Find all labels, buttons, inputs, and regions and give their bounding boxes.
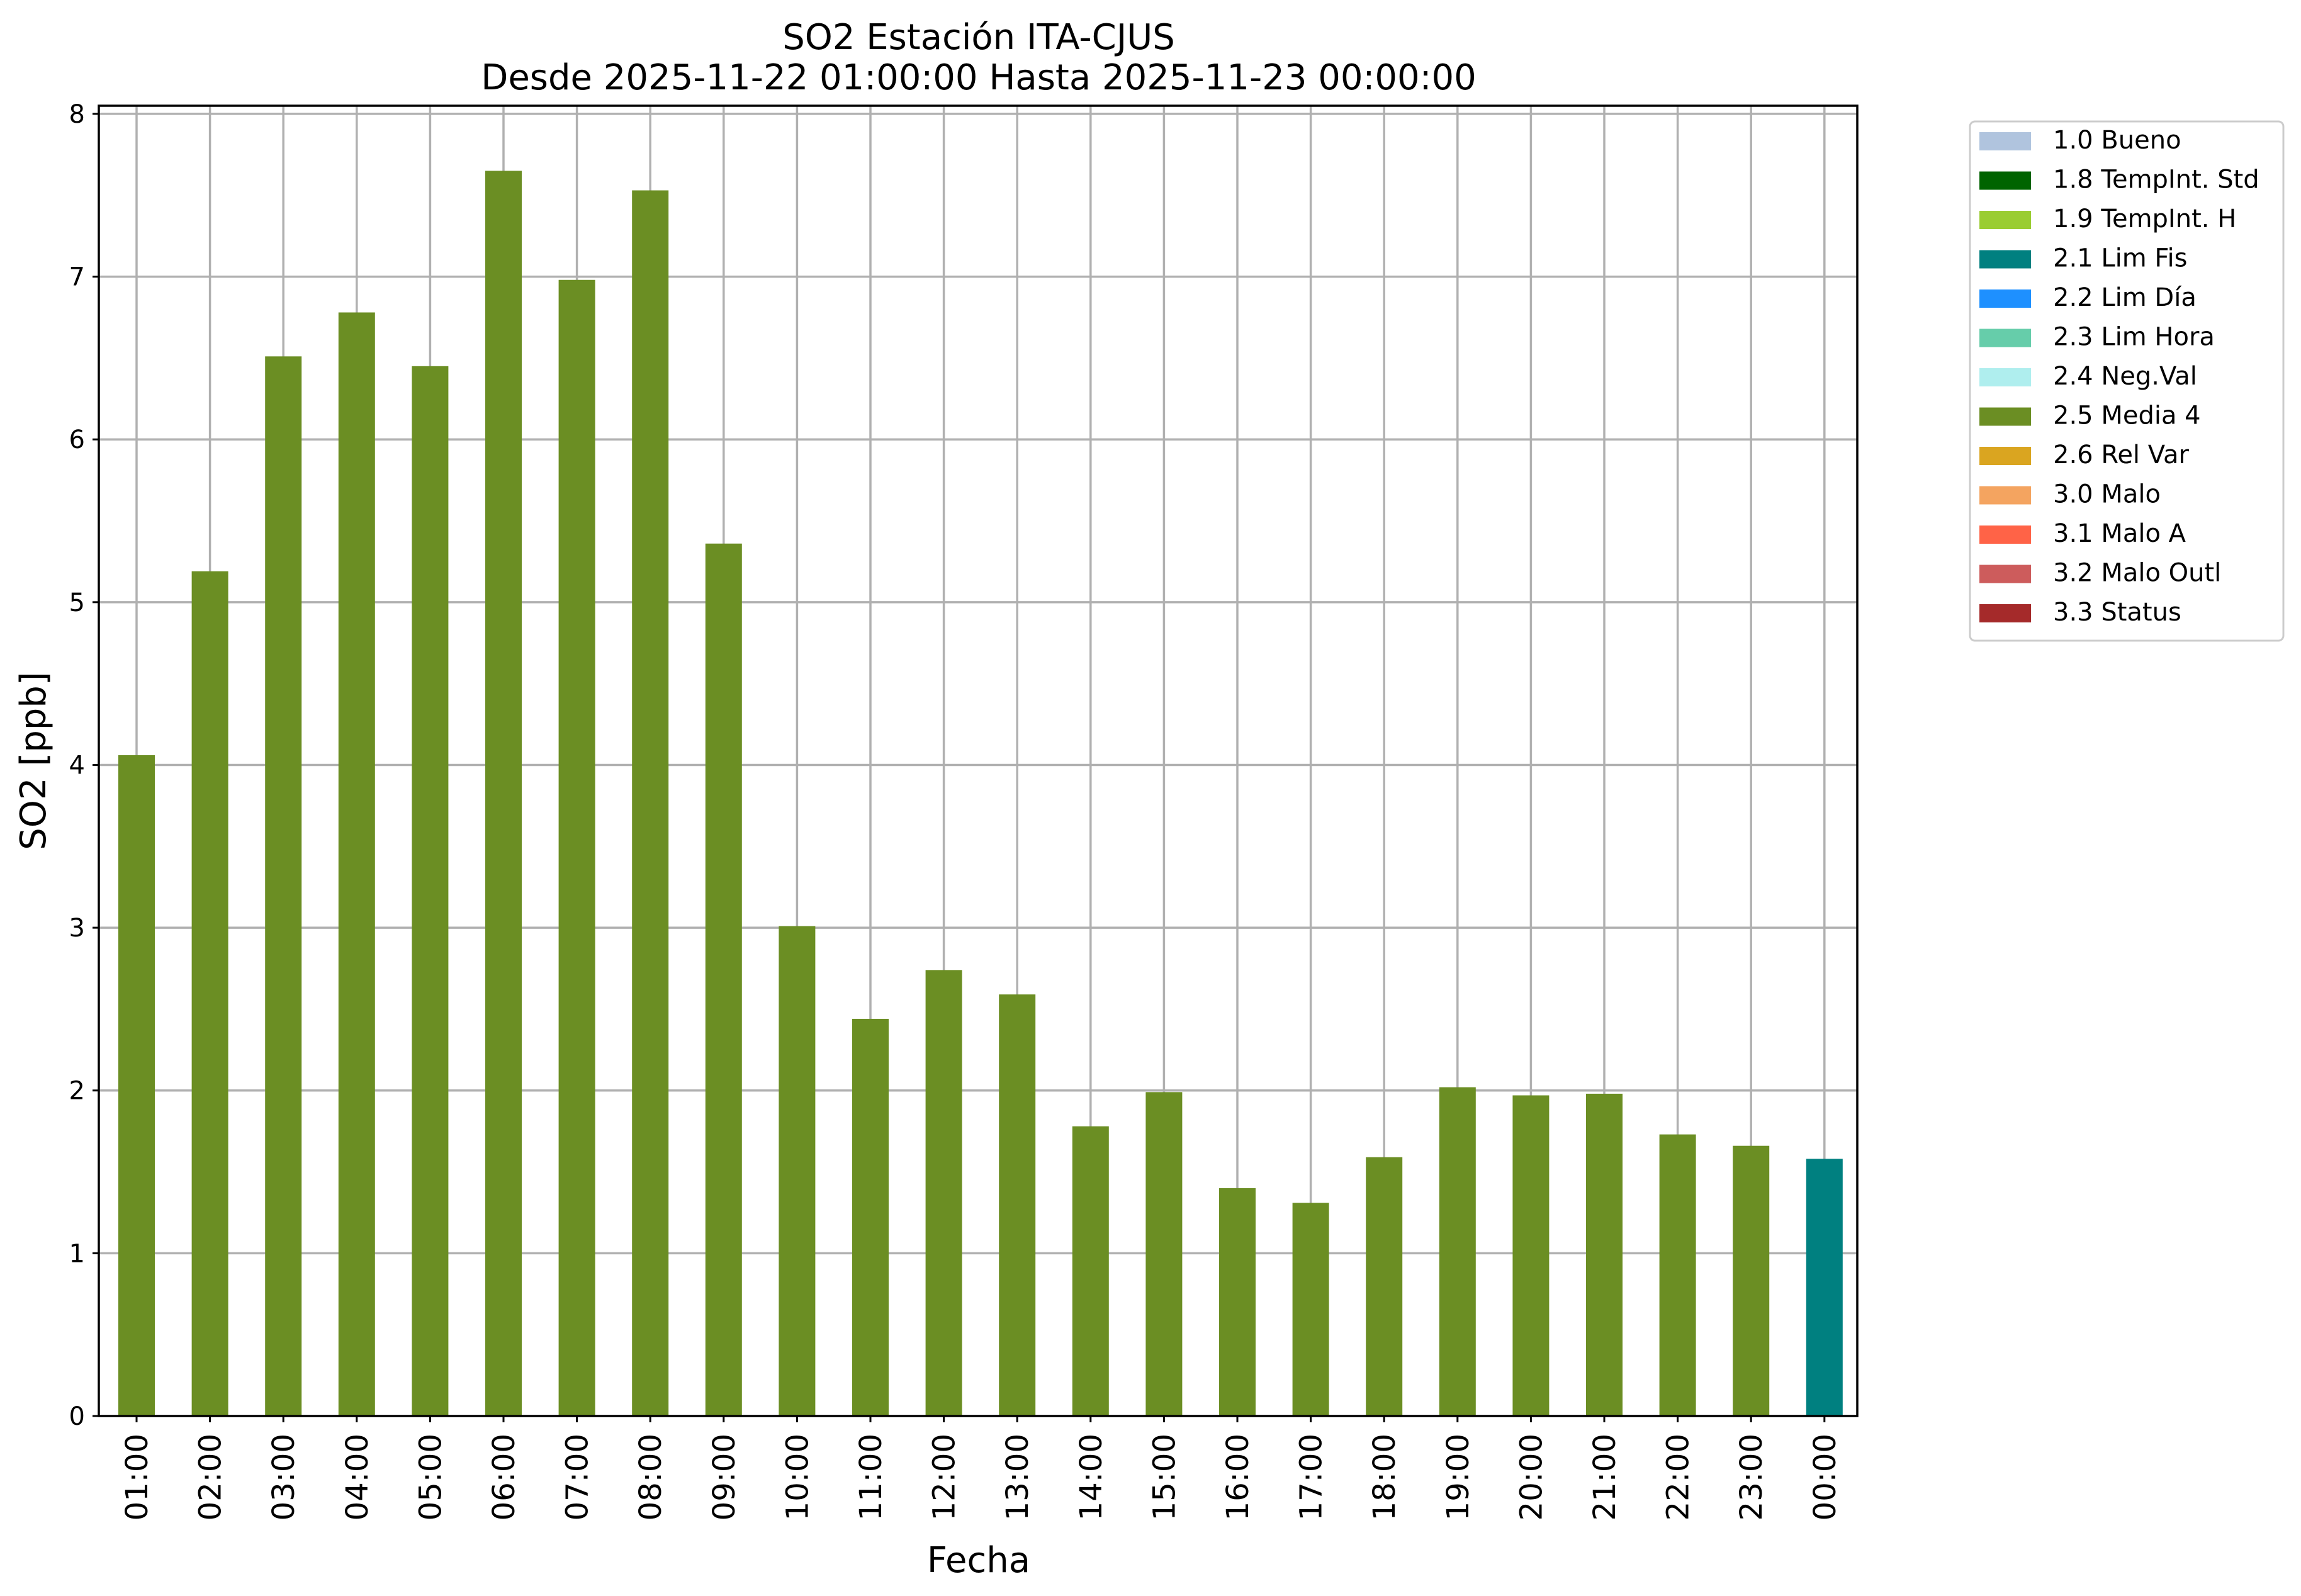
legend-label: 3.2 Malo Outl: [2053, 559, 2221, 588]
x-tick-label: 17:00: [1294, 1434, 1329, 1520]
y-tick-label: 7: [69, 263, 85, 292]
x-tick-label: 14:00: [1074, 1434, 1109, 1520]
bar-1300: [999, 994, 1036, 1416]
y-tick-label: 6: [69, 425, 85, 454]
legend-label: 2.3 Lim Hora: [2053, 323, 2215, 352]
legend-swatch: [1979, 329, 2031, 347]
legend-swatch: [1979, 368, 2031, 386]
x-tick-label: 18:00: [1367, 1434, 1402, 1520]
legend-label: 2.6 Rel Var: [2053, 441, 2190, 469]
x-tick-label: 05:00: [413, 1434, 448, 1520]
bar-2200: [1659, 1134, 1696, 1416]
legend-swatch: [1979, 289, 2031, 308]
x-tick-label: 03:00: [266, 1434, 301, 1520]
legend-label: 3.3 Status: [2053, 598, 2181, 627]
legend: 1.0 Bueno 1.8 TempInt. Std 1.9 TempInt. H 2…: [1969, 120, 2285, 642]
bar-2000: [1512, 1095, 1550, 1416]
chart-subtitle: Desde 2025-11-22 01:00:00 Hasta 2025-11-…: [481, 57, 1477, 98]
legend-swatch: [1979, 250, 2031, 269]
plot-frame: [98, 104, 1859, 1417]
bar-0100: [118, 755, 155, 1416]
y-tick-label: 8: [69, 100, 85, 129]
bar-1500: [1145, 1092, 1183, 1416]
bar-0000: [1806, 1159, 1843, 1416]
bar-2300: [1733, 1145, 1770, 1416]
bar-0200: [191, 571, 228, 1417]
y-tick-label: 1: [69, 1239, 85, 1268]
x-tick-label: 20:00: [1514, 1434, 1549, 1520]
bar-0800: [632, 190, 669, 1416]
legend-label: 3.1 Malo A: [2053, 519, 2186, 548]
x-tick-label: 01:00: [120, 1434, 155, 1520]
bar-0500: [412, 366, 449, 1416]
chart-title: SO2 Estación ITA-CJUS: [782, 17, 1175, 58]
y-axis-label: SO2 [ppb]: [13, 672, 54, 850]
legend-swatch: [1979, 171, 2031, 190]
x-axis-label: Fecha: [927, 1540, 1030, 1581]
x-tick-label: 12:00: [927, 1434, 962, 1520]
legend-label: 1.9 TempInt. H: [2053, 205, 2236, 233]
y-tick-label: 3: [69, 914, 85, 943]
x-tick-label: 09:00: [707, 1434, 742, 1520]
legend-swatch: [1979, 604, 2031, 622]
bar-2100: [1586, 1093, 1623, 1416]
bar-0700: [558, 279, 595, 1416]
x-tick-label: 19:00: [1441, 1434, 1476, 1520]
x-tick-label: 04:00: [340, 1434, 375, 1520]
legend-swatch: [1979, 486, 2031, 505]
legend-label: 1.8 TempInt. Std: [2053, 166, 2259, 194]
x-tick-label: 02:00: [193, 1434, 228, 1520]
bar-1000: [779, 926, 816, 1416]
legend-label: 1.0 Bueno: [2053, 126, 2181, 155]
x-tick-label: 08:00: [633, 1434, 668, 1520]
x-tick-label: 16:00: [1220, 1434, 1256, 1520]
bar-1200: [925, 970, 962, 1416]
bar-1600: [1219, 1188, 1256, 1416]
bar-0400: [338, 312, 375, 1416]
x-tick-label: 07:00: [560, 1434, 595, 1520]
legend-label: 2.5 Media 4: [2053, 402, 2201, 430]
legend-swatch: [1979, 565, 2031, 583]
bar-1100: [852, 1018, 889, 1416]
x-tick-label: 11:00: [853, 1434, 889, 1520]
legend-swatch: [1979, 525, 2031, 544]
bar-0600: [485, 171, 522, 1417]
legend-swatch: [1979, 407, 2031, 426]
y-axis-ticks: 0 1 2 3 4 5 6 7 8: [69, 100, 99, 1431]
legend-swatch: [1979, 447, 2031, 465]
bar-1400: [1072, 1126, 1109, 1416]
x-tick-label: 10:00: [780, 1434, 815, 1520]
legend-label: 3.0 Malo: [2053, 480, 2161, 509]
bar-1900: [1439, 1087, 1476, 1416]
x-tick-label: 22:00: [1661, 1434, 1696, 1520]
x-tick-label: 00:00: [1808, 1434, 1843, 1520]
bar-0900: [705, 543, 742, 1416]
x-tick-label: 21:00: [1587, 1434, 1623, 1520]
bar-1700: [1292, 1203, 1329, 1416]
y-tick-label: 5: [69, 588, 85, 617]
y-tick-label: 2: [69, 1077, 85, 1106]
x-tick-label: 06:00: [487, 1434, 522, 1520]
legend-label: 2.1 Lim Fis: [2053, 244, 2187, 273]
x-tick-label: 23:00: [1734, 1434, 1769, 1520]
legend-swatch: [1979, 132, 2031, 150]
bar-0300: [265, 356, 302, 1416]
x-tick-label: 15:00: [1147, 1434, 1182, 1520]
y-tick-label: 4: [69, 751, 85, 780]
legend-label: 2.4 Neg.Val: [2053, 362, 2197, 391]
x-tick-label: 13:00: [1000, 1434, 1035, 1520]
legend-swatch: [1979, 211, 2031, 229]
bar-1800: [1366, 1157, 1403, 1416]
x-axis-ticks: 01:00 02:00 03:00 04:00 05:00 06:00 07:00 08:00…: [120, 1416, 1843, 1520]
bars: [118, 171, 1843, 1417]
y-tick-label: 0: [69, 1402, 85, 1431]
legend-box: [1969, 120, 2285, 642]
legend-label: 2.2 Lim Día: [2053, 283, 2197, 312]
